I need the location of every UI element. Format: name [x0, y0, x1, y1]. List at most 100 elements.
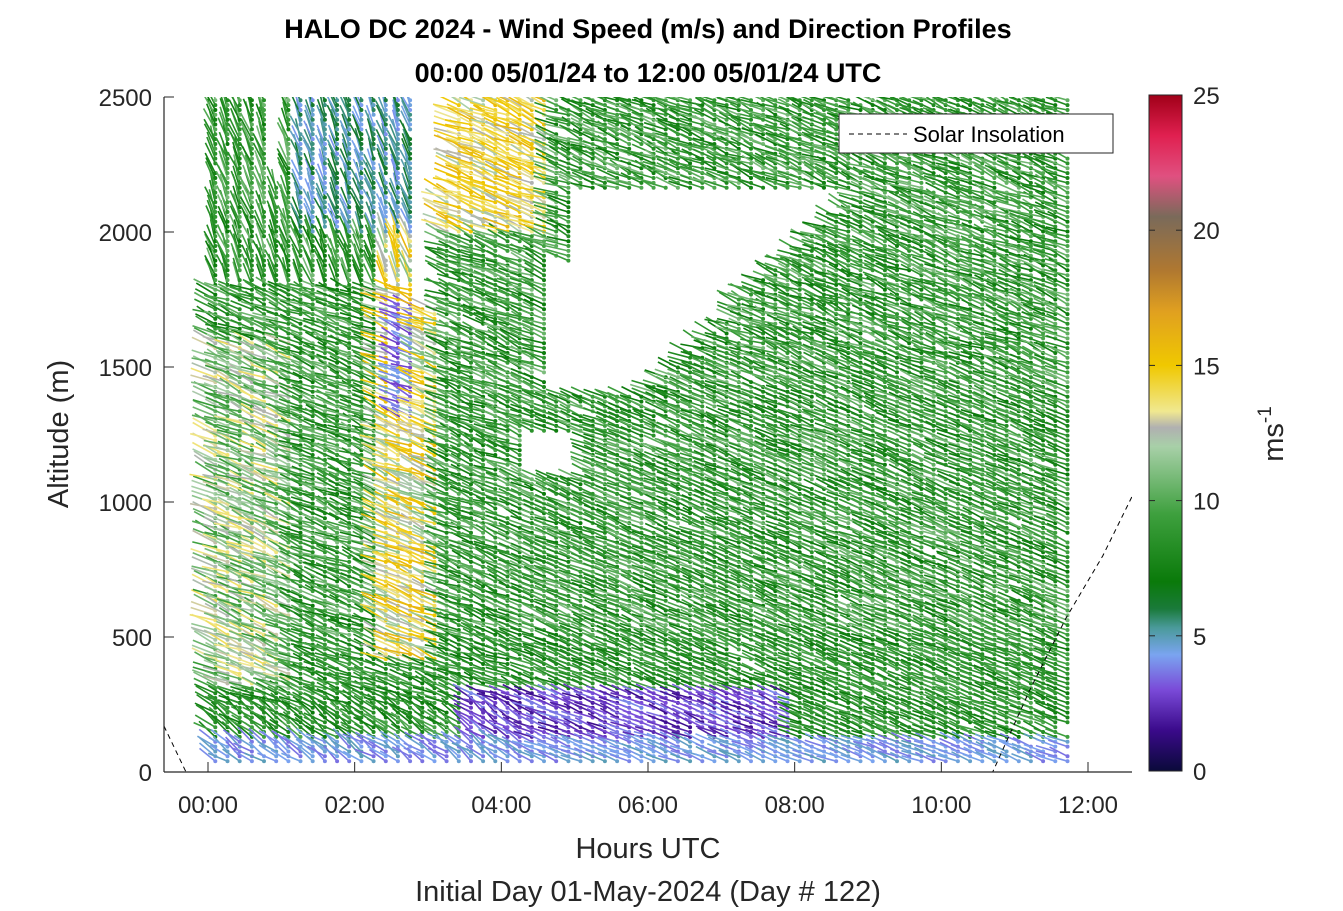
wind-barb — [204, 670, 228, 680]
wind-barb-head — [262, 224, 266, 229]
wind-barb-head — [274, 248, 279, 253]
wind-barb — [204, 240, 217, 261]
wind-barb-head — [249, 219, 254, 224]
wind-barb-head — [322, 258, 327, 263]
wind-barb-head — [347, 132, 352, 137]
wind-barb-head — [286, 273, 291, 278]
wind-barb-head — [213, 190, 218, 195]
wind-barb-head — [286, 98, 291, 103]
wind-barb-head — [359, 103, 364, 108]
wind-barb-head — [335, 176, 340, 180]
wind-barb-head — [395, 132, 400, 137]
wind-barb — [189, 432, 216, 442]
wind-barb-head — [237, 214, 242, 219]
wind-barb-head — [347, 195, 352, 200]
wind-barb-head — [213, 200, 218, 205]
wind-barb-head — [213, 108, 218, 112]
wind-barb — [216, 598, 240, 607]
wind-barb-head — [262, 156, 266, 161]
wind-barb-head — [347, 375, 352, 380]
wind-barb-head — [383, 210, 388, 214]
wind-barb — [204, 464, 228, 476]
wind-barb-head — [225, 263, 230, 268]
wind-barb-head — [262, 117, 266, 122]
wind-barb-head — [383, 137, 388, 142]
wind-barb-head — [310, 200, 315, 205]
wind-barb-head — [371, 351, 376, 355]
wind-barb-head — [249, 156, 254, 161]
wind-barb-head — [310, 710, 315, 715]
wind-barb-head — [225, 637, 230, 642]
wind-barb-head — [347, 146, 352, 151]
wind-barb — [218, 712, 241, 724]
wind-barb-head — [408, 205, 413, 210]
wind-barb-head — [383, 273, 388, 278]
wind-barb-head — [225, 273, 230, 278]
wind-barb-head — [213, 370, 218, 375]
wind-barb-head — [286, 239, 291, 244]
wind-barb-head — [408, 754, 413, 759]
wind-barb-head — [383, 161, 388, 166]
wind-barb-head — [395, 185, 400, 190]
wind-barb-head — [408, 190, 413, 195]
wind-barb-head — [322, 205, 327, 210]
wind-barb-head — [310, 171, 315, 176]
wind-barb — [204, 142, 217, 164]
wind-barb-head — [237, 156, 242, 161]
wind-barb-head — [408, 292, 413, 297]
wind-barb-head — [225, 244, 230, 248]
wind-barb-head — [225, 613, 230, 618]
wind-barb — [205, 323, 228, 330]
wind-barb — [221, 720, 241, 738]
wind-barb-head — [371, 108, 376, 112]
wind-barb-head — [322, 263, 327, 268]
wind-barb-head — [249, 137, 254, 142]
wind-barb-head — [322, 491, 327, 496]
wind-barb-head — [371, 244, 376, 248]
wind-barbs-layer — [189, 97, 1070, 764]
wind-barb-head — [286, 229, 291, 234]
wind-barb-head — [262, 161, 266, 166]
wind-barb-head — [408, 112, 413, 117]
wind-barb-head — [225, 268, 230, 273]
wind-barb-head — [359, 117, 364, 122]
wind-barb-head — [286, 151, 291, 156]
wind-barb-head — [262, 229, 266, 234]
wind-barb-head — [262, 253, 266, 258]
wind-barb-head — [225, 132, 230, 137]
wind-barb-head — [249, 234, 254, 239]
wind-barb-head — [262, 142, 266, 146]
wind-barb-head — [322, 273, 327, 278]
wind-barb-head — [310, 287, 315, 292]
wind-barb — [208, 706, 229, 723]
wind-barb — [237, 97, 241, 101]
wind-barb-head — [359, 234, 364, 239]
wind-barb — [223, 715, 241, 733]
wind-barb-head — [225, 239, 230, 244]
wind-barb-head — [322, 171, 327, 176]
wind-barb-head — [298, 161, 303, 166]
wind-barb-head — [286, 312, 291, 317]
wind-barb-head — [383, 117, 388, 122]
wind-barb-head — [310, 219, 315, 224]
wind-barb-head — [322, 117, 327, 122]
wind-barb-head — [408, 219, 413, 224]
wind-barb-head — [225, 176, 230, 180]
wind-barb-head — [249, 705, 254, 710]
wind-barb — [215, 658, 240, 670]
wind-barb — [207, 694, 228, 709]
wind-barb-head — [359, 258, 364, 263]
wind-barb-head — [237, 127, 242, 132]
wind-barb-head — [310, 108, 315, 112]
wind-barb-head — [359, 108, 364, 112]
wind-barb-head — [383, 98, 388, 103]
wind-barb-head — [262, 166, 266, 171]
wind-barb-head — [298, 589, 303, 594]
wind-barb-head — [213, 185, 218, 190]
wind-barb — [205, 641, 228, 656]
wind-barb-head — [274, 467, 279, 472]
wind-barb-head — [408, 137, 413, 142]
wind-barb — [190, 374, 216, 383]
wind-barb-head — [249, 749, 254, 754]
wind-barb-head — [298, 103, 303, 108]
